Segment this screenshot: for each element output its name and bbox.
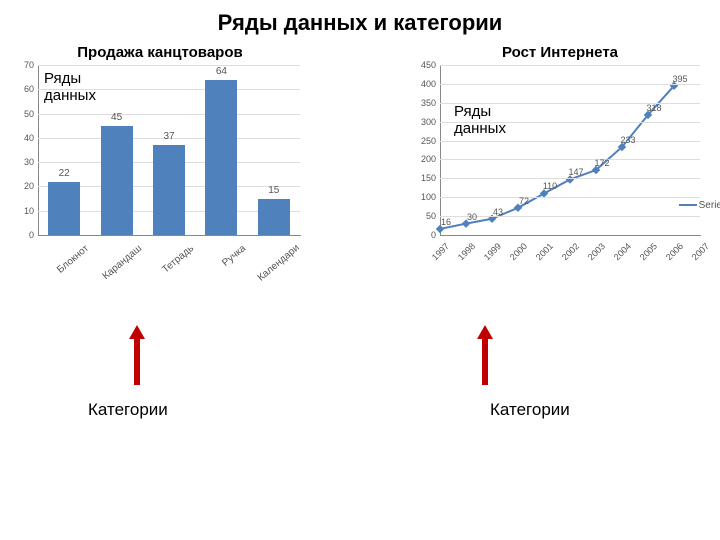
gridline [440,159,700,160]
y-tick: 30 [10,157,34,167]
y-tick: 0 [10,230,34,240]
x-category: 2002 [560,241,581,262]
point-label: 172 [594,158,609,168]
x-category: 1997 [430,241,451,262]
bar-value-label: 64 [201,66,241,77]
point-label: 110 [543,181,557,191]
y-tick: 350 [410,98,436,108]
y-tick: 400 [410,79,436,89]
bar-chart-title: Продажа канцтоваров [10,44,310,61]
point-label: 233 [620,135,635,145]
arrow-up-right [478,325,492,385]
bar [205,80,237,235]
gridline [38,114,300,115]
y-tick: 60 [10,84,34,94]
bar-chart-box: Продажа канцтоваров 01020304050607022Бло… [10,44,310,265]
legend-stub: Serie [679,200,720,211]
bar-value-label: 15 [254,185,294,196]
arrow-up-left [130,325,144,385]
y-tick: 0 [410,230,436,240]
categories-label-right: Категории [490,400,570,420]
point-label: 72 [519,196,529,206]
x-category: 1998 [456,241,477,262]
x-category: Ручка [203,243,248,284]
bar [101,126,133,235]
bar [258,199,290,235]
x-category: 1999 [482,241,503,262]
gridline [440,122,700,123]
bar [153,145,185,235]
gridline [440,197,700,198]
charts-row: Продажа канцтоваров 01020304050607022Бло… [0,36,720,265]
y-tick: 10 [10,206,34,216]
point-label: 318 [646,103,661,113]
x-category: 2004 [612,241,633,262]
gridline [440,141,700,142]
point-label: 43 [493,207,503,217]
y-tick: 20 [10,181,34,191]
y-tick: 250 [410,136,436,146]
x-category: Календари [255,243,300,284]
y-tick: 450 [410,60,436,70]
bar-value-label: 22 [44,168,84,179]
gridline [38,65,300,66]
line-chart-title: Рост Интернета [410,44,710,61]
point-label: 16 [441,217,451,227]
x-category: 2006 [664,241,685,262]
y-tick: 300 [410,117,436,127]
legend-text: Serie [699,200,720,211]
line-svg [440,65,700,235]
gridline [440,84,700,85]
y-tick: 150 [410,173,436,183]
x-category: 2007 [690,241,711,262]
bar [48,182,80,235]
x-category: 2003 [586,241,607,262]
x-category: 2005 [638,241,659,262]
line-chart: 0501001502002503003504004501997161998301… [410,65,700,265]
x-category: Тетрадь [151,243,196,284]
bar-value-label: 37 [149,131,189,142]
x-category: Блокнот [46,243,91,284]
legend-swatch [679,204,697,206]
y-tick: 70 [10,60,34,70]
gridline [38,89,300,90]
y-tick: 40 [10,133,34,143]
y-tick: 200 [410,154,436,164]
line-path [440,86,674,229]
bar-chart: 01020304050607022Блокнот45Карандаш37Тетр… [10,65,300,265]
point-label: 147 [568,167,583,177]
point-label: 395 [672,74,687,84]
page-title: Ряды данных и категории [0,0,720,36]
y-tick: 100 [410,192,436,202]
line-chart-box: Рост Интернета 0 50 100 150 200 250 300 350 400 4… [410,44,710,265]
point-label: 30 [467,212,477,222]
y-tick: 50 [410,211,436,221]
y-tick: 50 [10,109,34,119]
x-category: 2001 [534,241,555,262]
x-category: 2000 [508,241,529,262]
bar-value-label: 45 [97,112,137,123]
gridline [440,216,700,217]
gridline [440,178,700,179]
categories-label-left: Категории [88,400,168,420]
gridline [440,65,700,66]
x-category: Карандаш [98,243,143,284]
